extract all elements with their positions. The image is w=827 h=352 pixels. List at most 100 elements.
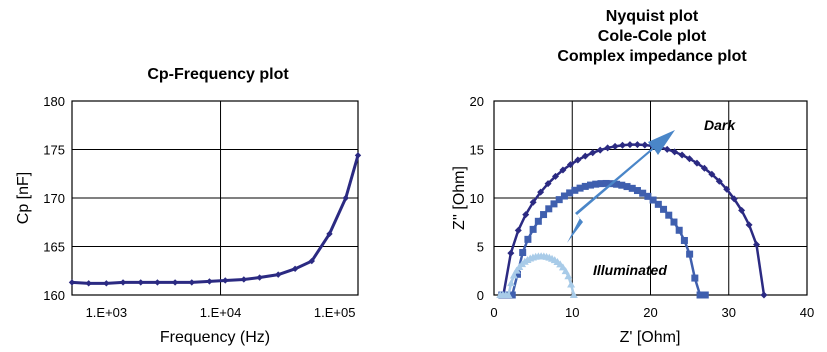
y-tick-label: 20	[470, 94, 484, 109]
data-point	[291, 265, 299, 273]
data-point	[545, 205, 553, 213]
y-tick-label: 170	[43, 191, 65, 206]
data-point	[512, 266, 521, 274]
series-line	[500, 254, 576, 297]
data-point	[103, 280, 110, 287]
data-point	[522, 211, 530, 219]
data-point	[519, 249, 527, 257]
data-point	[613, 180, 621, 188]
data-point	[569, 291, 578, 298]
x-axis-label: Frequency (Hz)	[160, 329, 270, 346]
data-point	[597, 180, 605, 188]
data-point	[534, 217, 542, 225]
y-axis-label: Z'' [Ohm]	[451, 166, 468, 230]
data-point	[559, 166, 567, 174]
series-square	[498, 179, 709, 299]
data-point	[760, 291, 768, 299]
x-tick-label: 20	[643, 305, 657, 320]
data-point	[507, 249, 515, 257]
data-point	[581, 152, 589, 160]
data-point	[564, 272, 573, 280]
nyquist-chart: Nyquist plot Cole-Cole plot Complex impe…	[451, 8, 814, 346]
data-point	[529, 225, 537, 233]
x-tick-labels: 0 10 20 30 40	[490, 305, 814, 320]
data-point	[626, 141, 634, 149]
chart-title: Cp-Frequency plot	[147, 66, 289, 83]
data-point	[504, 291, 513, 298]
data-point	[691, 274, 699, 282]
data-point	[529, 198, 537, 206]
chart-title-line-3: Complex impedance plot	[557, 48, 747, 65]
data-point	[678, 151, 686, 159]
data-point	[738, 206, 746, 214]
data-point	[555, 196, 563, 204]
series-line	[71, 154, 360, 285]
data-point	[745, 221, 753, 229]
data-point	[639, 189, 647, 197]
x-axis-label: Z' [Ohm]	[620, 329, 681, 346]
data-point	[708, 170, 716, 178]
data-point	[119, 279, 127, 286]
x-tick-labels: 1.E+03 1.E+04 1.E+05	[86, 305, 356, 320]
data-point	[544, 180, 552, 188]
data-point	[540, 211, 548, 219]
data-point	[137, 279, 144, 286]
data-point	[644, 192, 652, 200]
data-point	[715, 177, 723, 185]
data-point	[507, 279, 516, 287]
data-point	[222, 277, 229, 284]
data-point	[537, 188, 545, 196]
y-tick-label: 0	[477, 288, 484, 303]
chart-title-line-2: Cole-Cole plot	[598, 28, 707, 45]
data-point	[581, 182, 589, 190]
data-point	[567, 280, 576, 288]
data-point	[576, 184, 584, 192]
data-point	[665, 211, 673, 219]
gridlines	[72, 101, 358, 295]
data-point	[513, 270, 521, 278]
data-point	[561, 267, 570, 275]
series-group	[68, 152, 362, 287]
data-point	[275, 271, 282, 278]
y-tick-label: 5	[477, 240, 484, 255]
x-tick-label: 1.E+03	[86, 305, 128, 320]
x-tick-label: 0	[490, 305, 497, 320]
double-arrow-icon	[567, 130, 675, 243]
data-point	[618, 181, 626, 189]
data-point	[686, 155, 694, 163]
data-point	[240, 276, 248, 283]
annotation-dark: Dark	[704, 117, 736, 133]
y-tick-label: 165	[43, 240, 65, 255]
data-point	[602, 179, 610, 187]
data-point	[753, 241, 761, 249]
y-tick-label: 180	[43, 94, 65, 109]
data-point	[154, 279, 161, 286]
data-point	[524, 235, 532, 243]
data-point	[660, 205, 668, 213]
data-point	[571, 186, 579, 194]
annotation-illuminated: Illuminated	[593, 262, 667, 278]
y-tick-label: 15	[470, 143, 484, 158]
data-point	[654, 200, 662, 208]
series-group	[496, 141, 768, 299]
data-point	[611, 142, 619, 150]
data-point	[723, 185, 731, 193]
data-point	[623, 183, 631, 191]
data-point	[354, 152, 362, 159]
data-point	[592, 180, 600, 188]
chart-title-line-1: Nyquist plot	[606, 8, 699, 25]
plot-area	[493, 100, 808, 296]
data-point	[628, 184, 636, 192]
data-point	[256, 274, 263, 281]
x-tick-label: 1.E+05	[314, 305, 356, 320]
data-point	[700, 164, 708, 172]
series-triangle	[496, 252, 578, 298]
y-tick-labels: 0 5 10 15 20	[470, 94, 484, 303]
cp-frequency-chart: Cp-Frequency plot 160 165 170 175 180 1.E+03…	[15, 66, 362, 346]
y-tick-label: 175	[43, 143, 65, 158]
plot-area	[71, 100, 359, 296]
data-point	[566, 189, 574, 197]
y-tick-label: 10	[470, 191, 484, 206]
data-point	[308, 257, 315, 265]
